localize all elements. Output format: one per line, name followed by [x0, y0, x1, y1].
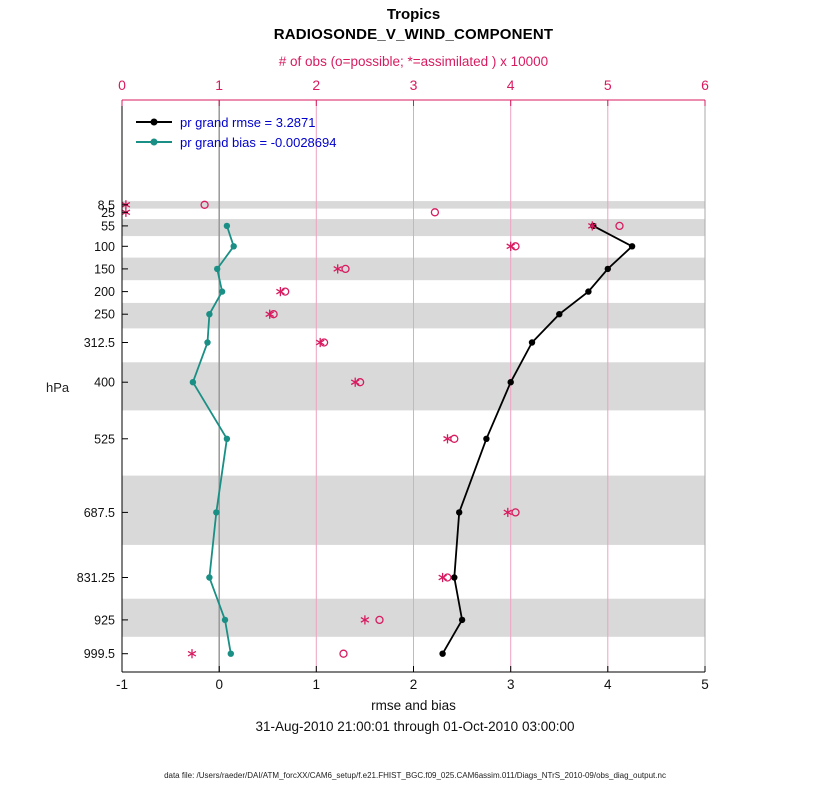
rmse-marker-icon [150, 118, 158, 126]
svg-text:55: 55 [101, 219, 115, 233]
svg-text:5: 5 [604, 77, 612, 93]
svg-text:999.5: 999.5 [84, 647, 115, 661]
svg-text:25: 25 [101, 206, 115, 220]
bias-line-swatch [136, 138, 172, 146]
rmse-line-swatch [136, 118, 172, 126]
svg-text:250: 250 [94, 308, 115, 322]
legend-row-rmse: pr grand rmse = 3.2871 [136, 112, 336, 132]
observation-type-title: RADIOSONDE_V_WIND_COMPONENT [273, 26, 554, 43]
svg-text:100: 100 [94, 240, 115, 254]
svg-text:1: 1 [313, 677, 321, 692]
svg-text:3: 3 [507, 677, 515, 692]
svg-text:-1: -1 [116, 677, 128, 692]
svg-text:6: 6 [701, 77, 709, 93]
svg-text:5: 5 [701, 677, 709, 692]
svg-text:0: 0 [215, 677, 223, 692]
svg-text:4: 4 [604, 677, 612, 692]
legend: pr grand rmse = 3.2871 pr grand bias = -… [136, 112, 336, 152]
svg-text:3: 3 [410, 77, 418, 93]
legend-bias-label: pr grand bias = -0.0028694 [180, 134, 337, 150]
svg-text:200: 200 [94, 285, 115, 299]
svg-text:2: 2 [312, 77, 320, 93]
svg-text:150: 150 [94, 262, 115, 276]
svg-text:925: 925 [94, 613, 115, 627]
svg-text:4: 4 [507, 77, 515, 93]
x-axis-label: rmse and bias [371, 698, 456, 713]
bias-marker-icon [150, 138, 158, 146]
svg-text:2: 2 [410, 677, 418, 692]
region-title: Tropics [386, 6, 441, 23]
svg-text:525: 525 [94, 432, 115, 446]
legend-row-bias: pr grand bias = -0.0028694 [136, 132, 336, 152]
svg-text:400: 400 [94, 376, 115, 390]
svg-text:0: 0 [118, 77, 126, 93]
svg-text:831.25: 831.25 [77, 571, 115, 585]
legend-rmse-label: pr grand rmse = 3.2871 [180, 114, 316, 130]
y-axis-label: hPa [46, 380, 70, 395]
svg-text:312.5: 312.5 [84, 336, 115, 350]
svg-text:1: 1 [215, 77, 223, 93]
top-axis-label: # of obs (o=possible; *=assimilated ) x … [278, 54, 549, 69]
date-range-caption: 31-Aug-2010 21:00:01 through 01-Oct-2010… [255, 719, 575, 734]
data-file-caption: data file: /Users/raeder/DAI/ATM_forcXX/… [164, 771, 666, 780]
svg-text:8.5: 8.5 [98, 198, 115, 212]
svg-text:687.5: 687.5 [84, 506, 115, 520]
